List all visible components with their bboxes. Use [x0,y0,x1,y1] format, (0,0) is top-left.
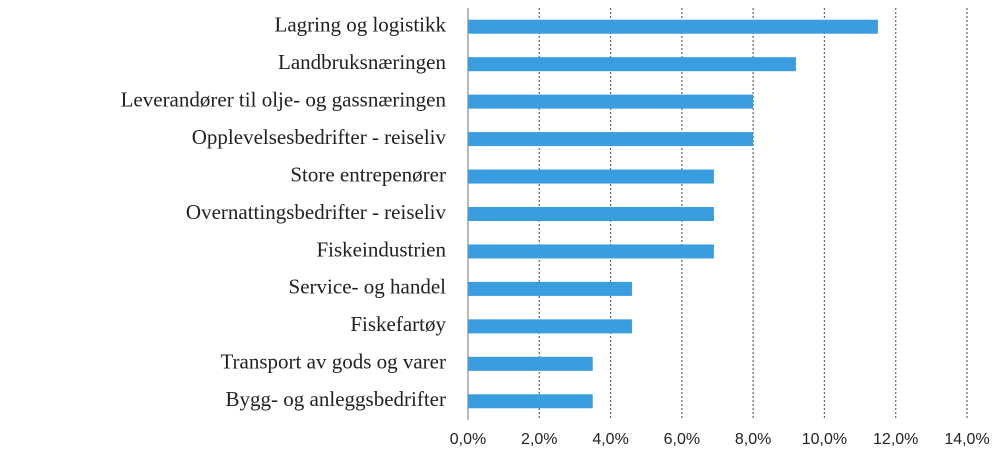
x-tick-label: 6,0% [664,431,700,448]
bar [468,57,796,72]
x-tick-label: 2,0% [521,431,557,448]
y-tick-label: Transport av gods og varer [220,350,446,374]
x-tick-label: 8,0% [735,431,771,448]
x-tick-label: 10,0% [802,431,847,448]
x-tick-label: 14,0% [944,431,989,448]
y-tick-label: Leverandører til olje- og gassnæringen [121,87,447,111]
bar [468,356,593,371]
bar [468,169,714,184]
y-tick-label: Overnattingsbedrifter - reiseliv [186,200,447,224]
y-tick-label: Store entrepenører [290,162,446,186]
y-tick-label: Landbruksnæringen [278,50,446,74]
y-tick-label: Fiskeindustrien [317,237,447,261]
y-tick-label: Bygg- og anleggsbedrifter [226,387,446,411]
bar [468,132,754,147]
x-tick-label: 12,0% [873,431,918,448]
x-tick-label: 0,0% [450,431,486,448]
y-tick-label: Opplevelsesbedrifter - reiseliv [192,125,447,149]
bar [468,281,632,296]
bar [468,207,714,221]
bar [468,394,593,409]
y-tick-label: Service- og handel [289,275,447,299]
bar [468,94,754,109]
bar [468,19,878,34]
y-tick-label: Fiskefartøy [350,312,446,336]
x-tick-label: 4,0% [592,431,628,448]
bar [468,319,632,334]
y-tick-label: Lagring og logistikk [275,13,447,37]
bar [468,244,714,259]
